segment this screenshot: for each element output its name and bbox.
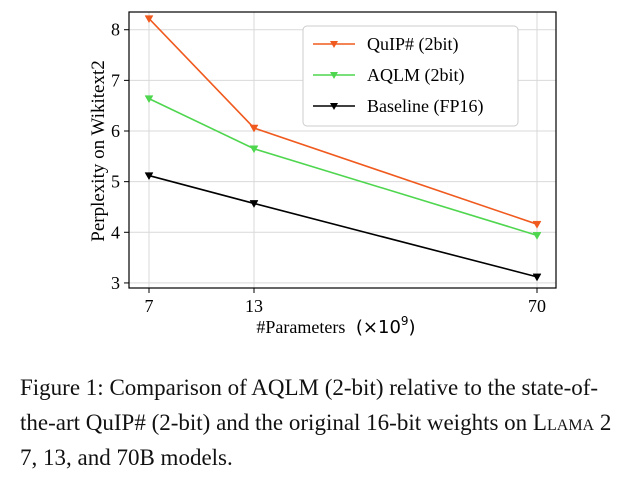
legend-label: Baseline (FP16) (367, 96, 484, 117)
x-axis-label-text: #Parameters (256, 317, 345, 337)
data-point (144, 15, 154, 24)
data-point (532, 273, 542, 282)
y-tick-label: 6 (111, 121, 120, 141)
y-tick-label: 4 (111, 222, 120, 242)
caption-text-end: 2 7, 13, and 70B models. (20, 410, 612, 470)
x-axis-label: #Parameters (×109) (256, 314, 415, 338)
y-axis-label: Perplexity on Wikitext2 (88, 60, 109, 241)
legend-label: AQLM (2bit) (367, 65, 465, 86)
data-point (532, 220, 542, 229)
legend-layer: QuIP# (2bit) AQLM (2bit) Baseline (FP16) (302, 25, 519, 127)
axis-layer: 3 4 5 6 7 8 7 13 70 (111, 11, 557, 316)
perplexity-chart: 3 4 5 6 7 8 7 13 70 QuIP# (2bit) AQLM (2bit) Basel… (88, 11, 557, 338)
caption-model-name: lama (546, 410, 595, 435)
legend-label: QuIP# (2bit) (367, 34, 459, 55)
y-tick-label: 7 (111, 70, 120, 90)
x-tick-label: 7 (145, 296, 154, 316)
data-point (144, 95, 154, 104)
legend-swatch-marker (330, 41, 338, 48)
caption-text: Figure 1: Comparison of AQLM (2-bit) rel… (20, 375, 599, 435)
data-point (249, 145, 259, 154)
data-point (249, 200, 259, 208)
x-axis-label-multiplier: (×10 (356, 317, 401, 338)
legend-box (302, 25, 519, 127)
plot-frame (128, 11, 557, 289)
data-point (144, 172, 154, 181)
caption-model-initial: L (532, 410, 547, 435)
series-layer (144, 15, 542, 282)
data-point (249, 124, 259, 133)
x-tick-label: 13 (245, 296, 263, 316)
y-tick-label: 3 (111, 273, 120, 293)
legend-swatch-marker (330, 103, 338, 110)
series-line (148, 174, 538, 278)
y-tick-label: 5 (111, 172, 120, 192)
figure-caption: Figure 1: Comparison of AQLM (2-bit) rel… (20, 370, 632, 475)
x-axis-label-close: ) (409, 317, 416, 338)
x-axis-label-exponent: 9 (401, 314, 409, 328)
y-tick-label: 8 (111, 20, 120, 40)
data-point (532, 232, 542, 240)
legend-swatch-marker (330, 72, 338, 79)
x-tick-label: 70 (528, 296, 546, 316)
